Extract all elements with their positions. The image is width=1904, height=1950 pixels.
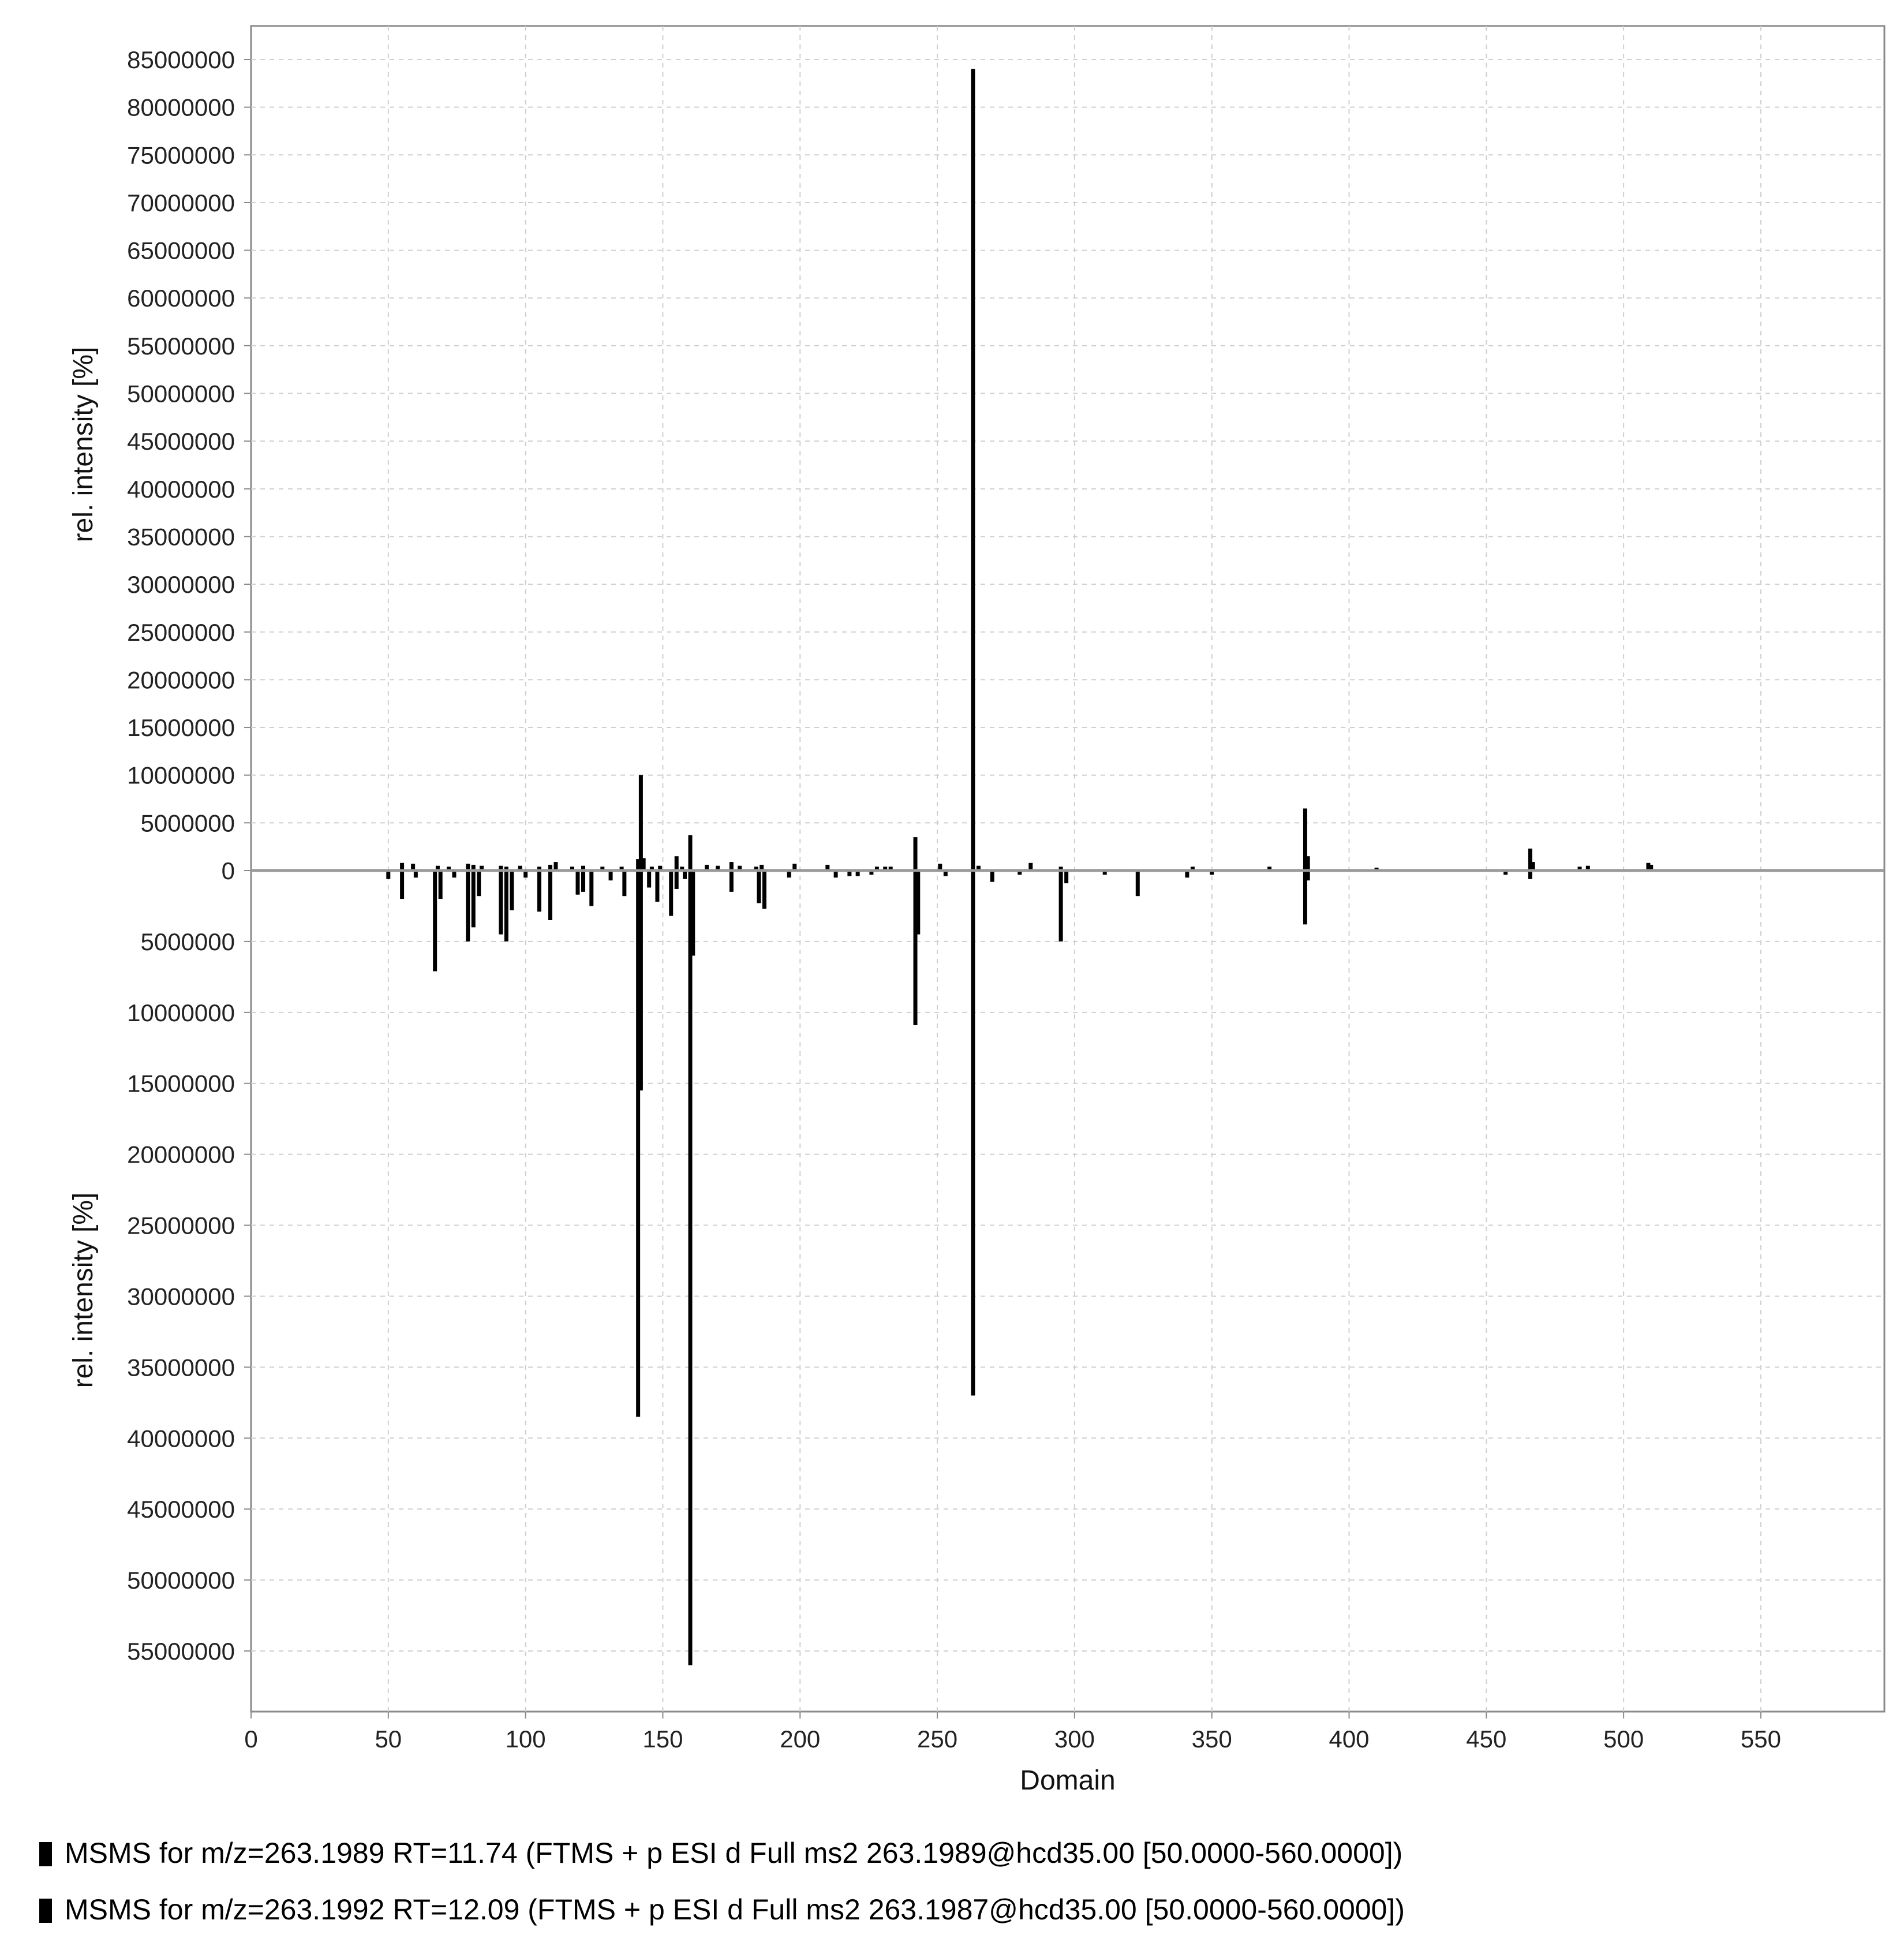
y-tick-label: 20000000 <box>127 1141 235 1168</box>
legend-entry-series-1: MSMS for m/z=263.1989 RT=11.74 (FTMS + p… <box>39 1836 1875 1870</box>
y-tick-label: 60000000 <box>127 285 235 312</box>
y-tick-label: 55000000 <box>127 1638 235 1665</box>
x-tick-label: 100 <box>506 1725 546 1753</box>
y-tick-label: 75000000 <box>127 141 235 169</box>
y-tick-label: 25000000 <box>127 1212 235 1239</box>
x-axis-ticks: 0 50 100 150 200 250 300 350 400 450 500 550 <box>244 1712 1781 1753</box>
y-tick-label: 5000000 <box>140 928 235 955</box>
y-tick-label: 55000000 <box>127 333 235 360</box>
y-tick-label: 10000000 <box>127 999 235 1026</box>
y-tick-label: 15000000 <box>127 714 235 741</box>
grid <box>251 26 1884 1712</box>
x-tick-label: 500 <box>1603 1725 1644 1753</box>
y-tick-label: 50000000 <box>127 1567 235 1594</box>
y-tick-label: 30000000 <box>127 571 235 598</box>
y-tick-label: 25000000 <box>127 619 235 646</box>
x-tick-label: 300 <box>1054 1725 1095 1753</box>
legend-label: MSMS for m/z=263.1992 RT=12.09 (FTMS + p… <box>65 1893 1405 1926</box>
x-tick-label: 150 <box>642 1725 683 1753</box>
x-tick-label: 350 <box>1192 1725 1232 1753</box>
x-tick-label: 550 <box>1741 1725 1781 1753</box>
y-tick-label: 35000000 <box>127 1354 235 1381</box>
y-tick-label: 80000000 <box>127 94 235 121</box>
y-tick-label: 0 <box>222 857 235 884</box>
spectrum-peaks <box>386 69 1654 1665</box>
y-tick-label: 70000000 <box>127 189 235 216</box>
y-tick-label: 50000000 <box>127 380 235 408</box>
x-tick-label: 200 <box>780 1725 820 1753</box>
y-tick-label: 45000000 <box>127 428 235 455</box>
y-tick-label: 20000000 <box>127 666 235 693</box>
legend-swatch <box>39 1842 52 1866</box>
y-tick-label: 35000000 <box>127 523 235 550</box>
y-tick-label: 65000000 <box>127 237 235 264</box>
x-tick-label: 250 <box>917 1725 957 1753</box>
x-tick-label: 450 <box>1466 1725 1506 1753</box>
y-axis-ticks: 0 5000000 10000000 15000000 20000000 25000000… <box>127 46 251 1665</box>
y-tick-label: 40000000 <box>127 1425 235 1452</box>
y-tick-label: 10000000 <box>127 762 235 789</box>
y-axis-label-bottom: rel. intensity [%] <box>68 1193 99 1388</box>
legend-entry-series-2: MSMS for m/z=263.1992 RT=12.09 (FTMS + p… <box>39 1892 1875 1927</box>
x-tick-label: 0 <box>244 1725 257 1753</box>
x-axis-label: Domain <box>1020 1765 1115 1796</box>
plot-background <box>250 25 1886 1713</box>
y-tick-label: 85000000 <box>127 46 235 73</box>
x-tick-label: 50 <box>375 1725 402 1753</box>
y-tick-label: 45000000 <box>127 1496 235 1523</box>
y-tick-label: 15000000 <box>127 1070 235 1097</box>
y-axis-label-top: rel. intensity [%] <box>68 347 99 543</box>
y-tick-label: 30000000 <box>127 1283 235 1310</box>
legend-label: MSMS for m/z=263.1989 RT=11.74 (FTMS + p… <box>65 1837 1403 1869</box>
x-tick-label: 400 <box>1329 1725 1369 1753</box>
y-tick-label: 5000000 <box>140 809 235 836</box>
y-tick-label: 40000000 <box>127 476 235 503</box>
legend-swatch <box>39 1899 52 1923</box>
